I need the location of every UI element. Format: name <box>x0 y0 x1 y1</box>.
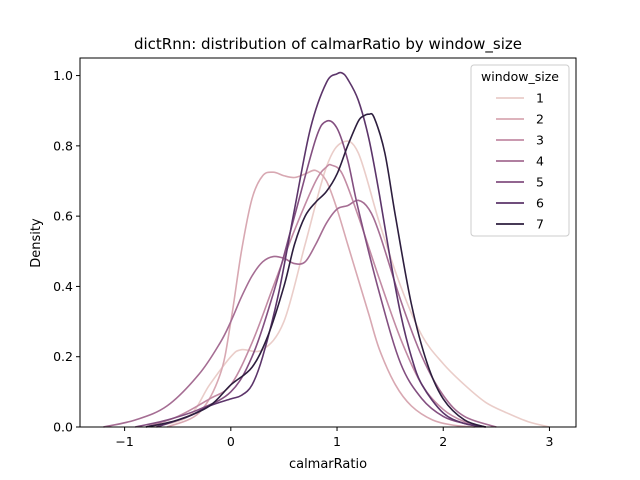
series-line-2 <box>166 169 476 428</box>
x-tick-label: 1 <box>333 434 341 449</box>
legend-label-6: 6 <box>536 196 544 211</box>
legend-box <box>470 64 570 237</box>
y-tick-label: 0.6 <box>53 209 73 224</box>
x-tick-label: 2 <box>439 434 447 449</box>
x-axis-label: calmarRatio <box>289 457 367 472</box>
plot-frame <box>79 57 577 428</box>
y-tick-label: 0.2 <box>53 349 73 364</box>
x-axis: −1 0 1 2 3 <box>115 427 553 449</box>
legend-label-1: 1 <box>536 91 544 106</box>
y-tick-label: 0.0 <box>53 420 73 435</box>
legend-title: window_size <box>481 69 559 84</box>
legend-label-5: 5 <box>536 175 544 190</box>
series-line-5 <box>135 119 486 428</box>
chart-title: dictRnn: distribution of calmarRatio by … <box>134 35 522 54</box>
legend-label-3: 3 <box>536 133 544 148</box>
legend: window_size 1 2 3 4 5 6 7 <box>470 64 570 237</box>
y-tick-label: 0.8 <box>53 138 73 153</box>
series-line-4 <box>103 199 497 428</box>
y-axis: 0.0 0.2 0.4 0.6 0.8 1.0 <box>53 68 80 435</box>
legend-label-4: 4 <box>536 154 544 169</box>
x-tick-label: −1 <box>115 434 133 449</box>
series-line-7 <box>145 112 486 428</box>
legend-label-7: 7 <box>536 217 544 232</box>
y-axis-label: Density <box>29 218 44 268</box>
y-tick-label: 1.0 <box>53 68 73 83</box>
y-tick-label: 0.4 <box>53 279 73 294</box>
series-line-6 <box>156 71 486 428</box>
plot-lines <box>103 71 550 428</box>
legend-label-2: 2 <box>536 112 544 127</box>
x-tick-label: 0 <box>227 434 235 449</box>
x-tick-label: 3 <box>545 434 553 449</box>
